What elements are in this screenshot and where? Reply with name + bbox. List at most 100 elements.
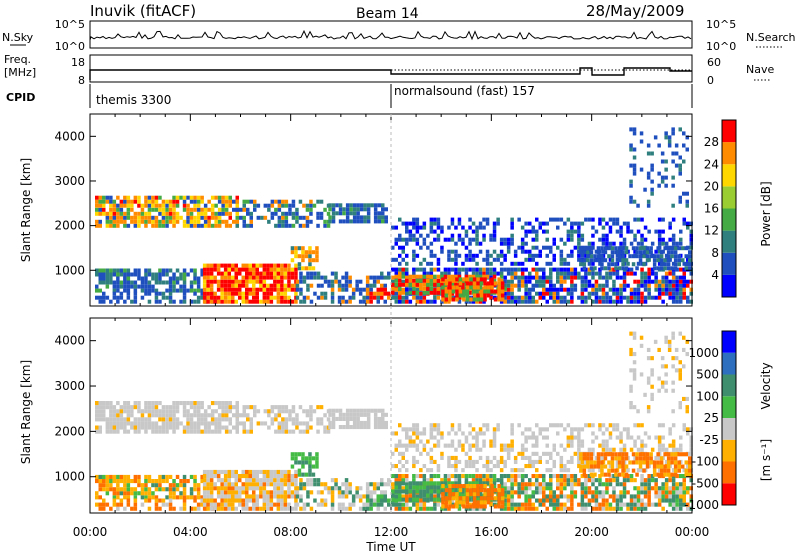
velocity-cell (299, 482, 303, 487)
power-cell (273, 267, 277, 272)
power-cell (341, 299, 345, 304)
power-cell (450, 237, 455, 242)
power-cell (608, 241, 613, 246)
power-cell (472, 297, 477, 302)
velocity-cell (629, 474, 634, 479)
power-cell (607, 254, 611, 259)
power-cell (119, 272, 124, 277)
velocity-cell (186, 409, 190, 414)
power-cell (223, 271, 228, 276)
velocity-cell (517, 490, 521, 495)
velocity-cell (483, 492, 487, 497)
power-cell (283, 271, 288, 276)
power-cell (193, 203, 197, 208)
power-cell (304, 250, 309, 255)
velocity-cell (323, 482, 328, 487)
power-cell (302, 299, 307, 304)
power-cell (223, 263, 228, 268)
power-cell (248, 287, 252, 292)
power-cell (133, 199, 138, 204)
power-colorbar-tick: 28 (704, 135, 719, 149)
velocity-cell (365, 494, 370, 499)
power-cell (549, 267, 553, 272)
power-cell (591, 283, 595, 288)
velocity-cell (689, 435, 693, 440)
velocity-cell (245, 486, 249, 491)
freq-panel-frame (89, 54, 693, 83)
velocity-cell (266, 498, 270, 503)
power-cell (513, 283, 518, 288)
velocity-cell (316, 502, 321, 507)
velocity-cell (598, 502, 602, 507)
power-cell (433, 267, 437, 272)
velocity-cell (682, 498, 686, 503)
velocity-cell (587, 447, 592, 452)
power-cell (640, 275, 644, 280)
power-cell (483, 293, 487, 298)
power-cell (158, 276, 162, 281)
velocity-cell (436, 464, 441, 469)
power-cell (682, 295, 686, 300)
velocity-cell (593, 472, 597, 477)
power-cell (380, 287, 384, 292)
velocity-cell (689, 451, 693, 456)
velocity-cell (624, 464, 629, 469)
velocity-cell (112, 487, 117, 492)
velocity-cell (345, 420, 350, 425)
velocity-cell (309, 478, 314, 483)
power-cell (405, 237, 409, 242)
power-cell (503, 275, 507, 280)
velocity-cell (217, 421, 222, 426)
velocity-cell (224, 429, 229, 434)
velocity-cell (647, 482, 651, 487)
power-cell (670, 266, 674, 271)
velocity-cell (589, 472, 594, 477)
velocity-cell (614, 472, 618, 477)
power-cell (144, 288, 148, 293)
power-cell (475, 241, 479, 246)
power-cell (287, 267, 291, 272)
power-cell (483, 289, 487, 294)
power-cell (126, 291, 131, 296)
power-cell (140, 211, 145, 216)
power-cell (440, 274, 444, 279)
velocity-cell (133, 421, 138, 426)
power-cell (297, 246, 302, 251)
velocity-cell (98, 506, 102, 511)
velocity-cell (207, 421, 211, 426)
velocity-cell (196, 506, 201, 511)
velocity-cell (116, 479, 120, 484)
power-cell (248, 299, 252, 304)
power-cell (549, 245, 553, 250)
power-cell (524, 233, 528, 238)
velocity-cell (290, 464, 295, 469)
power-cell (168, 284, 173, 289)
velocity-cell (362, 494, 366, 499)
power-cell (422, 237, 427, 242)
power-cell (270, 211, 275, 216)
velocity-cell (584, 506, 588, 511)
power-cell (137, 276, 141, 281)
velocity-cell (231, 469, 235, 474)
power-cell (216, 267, 221, 272)
velocity-cell (147, 491, 152, 496)
velocity-cell (248, 486, 252, 491)
velocity-cell (200, 474, 204, 479)
power-cell (671, 291, 676, 296)
velocity-cell (210, 401, 215, 406)
power-cell (513, 267, 518, 272)
velocity-cell (538, 482, 542, 487)
velocity-cell (661, 486, 665, 491)
velocity-cell (123, 491, 127, 496)
velocity-cell (629, 384, 633, 389)
power-cell (664, 283, 669, 288)
power-cell (217, 211, 222, 216)
velocity-cell (652, 460, 657, 465)
velocity-cell (640, 468, 644, 473)
velocity-cell (123, 474, 127, 479)
power-cell (482, 271, 486, 276)
velocity-cell (688, 464, 692, 469)
power-cell (679, 267, 683, 272)
velocity-cell (161, 425, 166, 430)
velocity-cell (235, 413, 239, 418)
